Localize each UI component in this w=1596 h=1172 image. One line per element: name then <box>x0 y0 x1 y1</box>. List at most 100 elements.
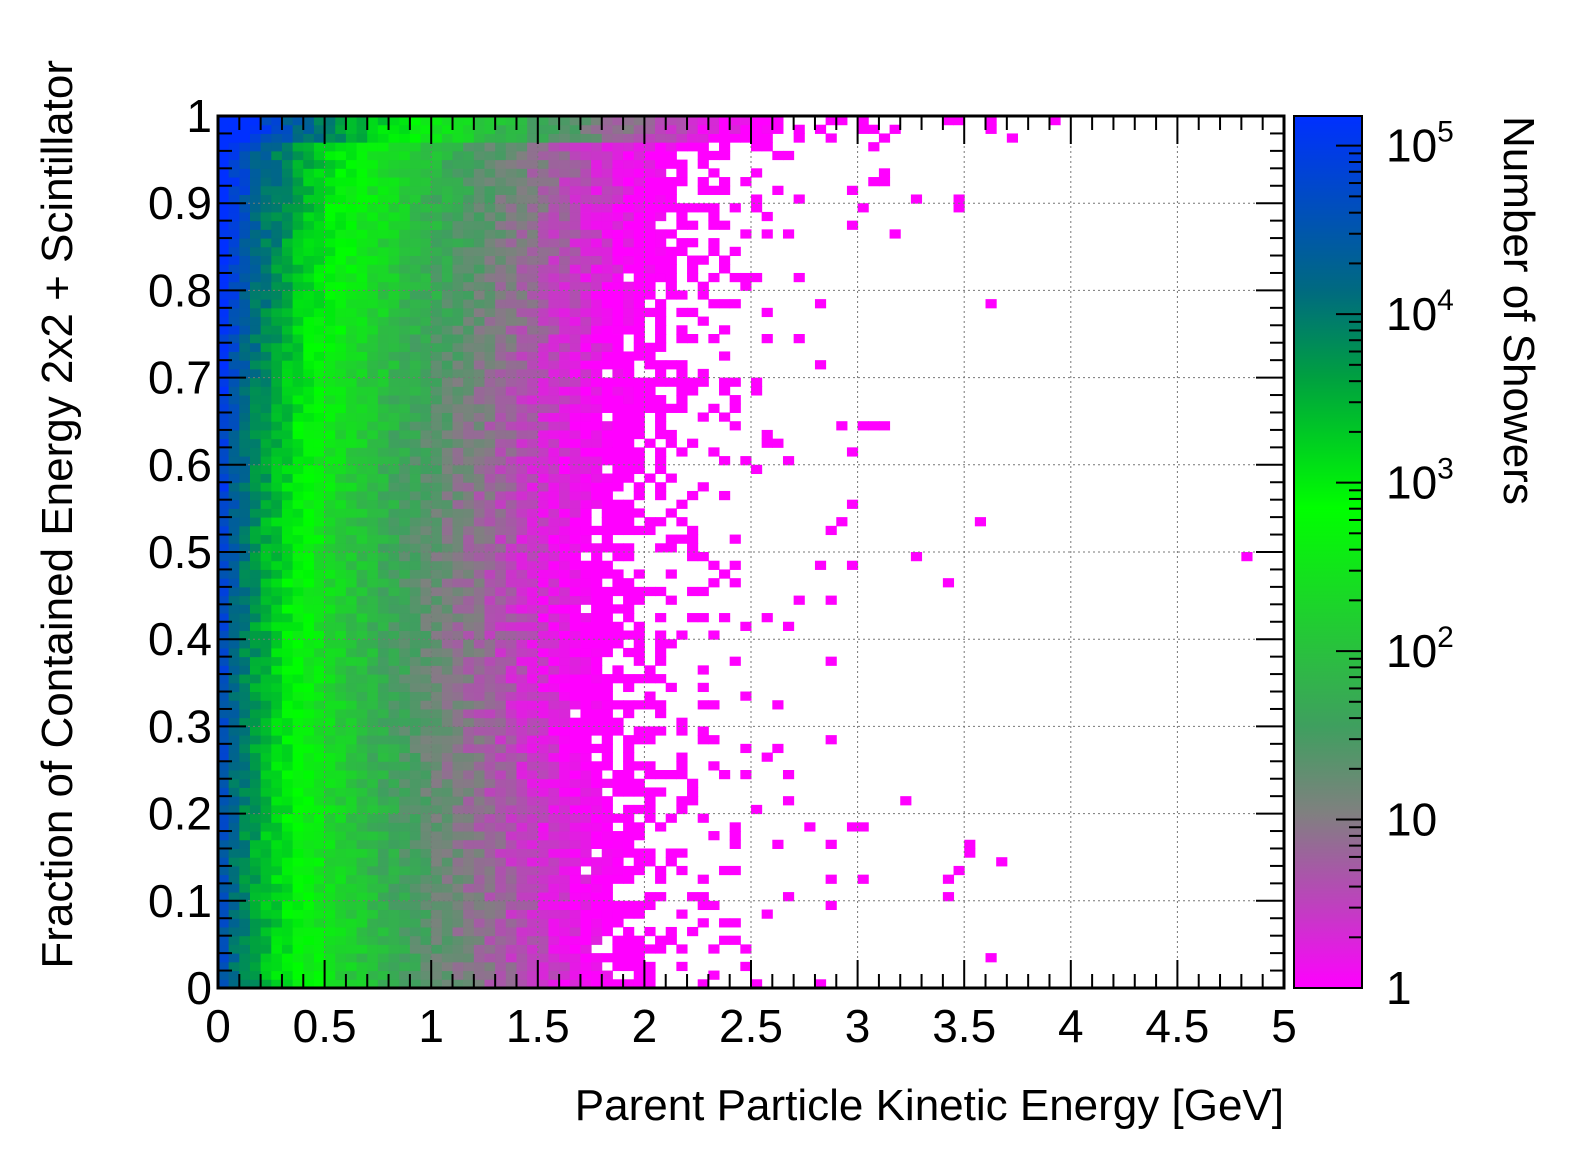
heatmap-cell <box>313 560 326 570</box>
heatmap-cell <box>239 944 251 954</box>
heatmap-cell <box>281 578 294 588</box>
heatmap-cell <box>452 717 464 727</box>
heatmap-cell <box>591 953 603 963</box>
heatmap-cell <box>356 325 368 335</box>
heatmap-cell <box>228 264 240 274</box>
heatmap-cell <box>218 368 230 379</box>
heatmap-cell <box>878 133 891 143</box>
heatmap-cell <box>452 386 464 396</box>
heatmap-cell <box>335 813 347 823</box>
heatmap-cell <box>367 534 379 544</box>
heatmap-cell <box>367 839 379 849</box>
heatmap-cell <box>548 900 560 911</box>
heatmap-cell <box>281 804 294 815</box>
heatmap-cell <box>846 822 859 832</box>
heatmap-cell <box>399 796 411 806</box>
heatmap-cell <box>409 586 422 597</box>
heatmap-cell <box>495 839 507 849</box>
heatmap-cell <box>260 813 272 823</box>
heatmap-cell <box>292 857 304 867</box>
heatmap-cell <box>644 351 656 361</box>
heatmap-cell <box>335 647 347 658</box>
heatmap-cell <box>420 935 432 945</box>
heatmap-cell <box>335 743 347 754</box>
heatmap-cell <box>367 953 379 963</box>
heatmap-cell <box>367 717 379 727</box>
heatmap-cell <box>292 456 304 466</box>
heatmap-cell <box>271 595 283 605</box>
heatmap-cell <box>377 203 390 213</box>
heatmap-cell <box>313 238 326 248</box>
heatmap-cell <box>409 342 422 352</box>
heatmap-cell <box>356 656 368 666</box>
heatmap-cell <box>239 883 251 893</box>
heatmap-cell <box>218 342 230 352</box>
heatmap-cell <box>345 543 358 553</box>
heatmap-cell <box>495 229 507 239</box>
heatmap-cell <box>559 682 571 693</box>
heatmap-cell <box>228 229 240 239</box>
heatmap-cell <box>239 490 251 501</box>
heatmap-cell <box>409 377 422 387</box>
heatmap-cell <box>260 272 272 283</box>
heatmap-cell <box>377 857 390 867</box>
heatmap-cell <box>260 325 272 335</box>
heatmap-cell <box>420 534 432 544</box>
heatmap-cell <box>644 403 656 413</box>
heatmap-cell <box>591 368 603 379</box>
heatmap-cell <box>495 517 507 527</box>
heatmap-cell <box>367 892 379 902</box>
heatmap-cell <box>399 281 411 291</box>
heatmap-cell <box>356 613 368 623</box>
heatmap-cell <box>580 621 592 631</box>
heatmap-cell <box>441 525 454 536</box>
heatmap-cell <box>708 334 720 344</box>
heatmap-cell <box>260 700 272 710</box>
heatmap-cell <box>335 264 347 274</box>
heatmap-cell <box>335 456 347 466</box>
heatmap-cell <box>228 421 240 431</box>
heatmap-cell <box>516 909 528 919</box>
heatmap-cell <box>484 865 496 876</box>
heatmap-cell <box>345 325 358 335</box>
heatmap-cell <box>559 578 571 588</box>
heatmap-cell <box>249 944 262 954</box>
heatmap-cell <box>473 307 485 318</box>
heatmap-cell <box>505 778 517 788</box>
heatmap-cell <box>292 290 304 300</box>
heatmap-cell <box>601 630 613 640</box>
heatmap-cell <box>249 456 262 466</box>
heatmap-cell <box>367 368 379 379</box>
heatmap-cell <box>271 168 283 178</box>
heatmap-cell <box>292 935 304 945</box>
heatmap-cell <box>633 116 645 126</box>
heatmap-cell <box>345 272 358 283</box>
heatmap-cell <box>697 613 709 623</box>
heatmap-cell <box>591 552 603 562</box>
heatmap-cell <box>441 839 454 849</box>
color-bar-ticks <box>1336 144 1362 989</box>
heatmap-cell <box>303 613 315 623</box>
heatmap-cell <box>548 674 560 684</box>
heatmap-cell <box>452 272 464 283</box>
heatmap-cell <box>281 246 294 257</box>
heatmap-cell <box>249 743 262 754</box>
heatmap-cell <box>441 412 454 422</box>
heatmap-cell <box>409 316 422 326</box>
heatmap-cell <box>473 429 485 440</box>
heatmap-cell <box>569 238 581 248</box>
heatmap-cell <box>281 185 294 195</box>
heatmap-cell <box>484 255 496 265</box>
heatmap-cell <box>281 892 294 902</box>
heatmap-cell <box>281 900 294 911</box>
heatmap-cell <box>452 918 464 928</box>
heatmap-cell <box>569 682 581 693</box>
heatmap-cell <box>249 865 262 876</box>
heatmap-cell <box>271 351 283 361</box>
heatmap-cell <box>292 953 304 963</box>
heatmap-cell <box>697 150 709 161</box>
heatmap-cell <box>271 848 283 858</box>
heatmap-cell <box>399 935 411 945</box>
heatmap-cell <box>548 717 560 727</box>
heatmap-cell <box>527 604 539 614</box>
